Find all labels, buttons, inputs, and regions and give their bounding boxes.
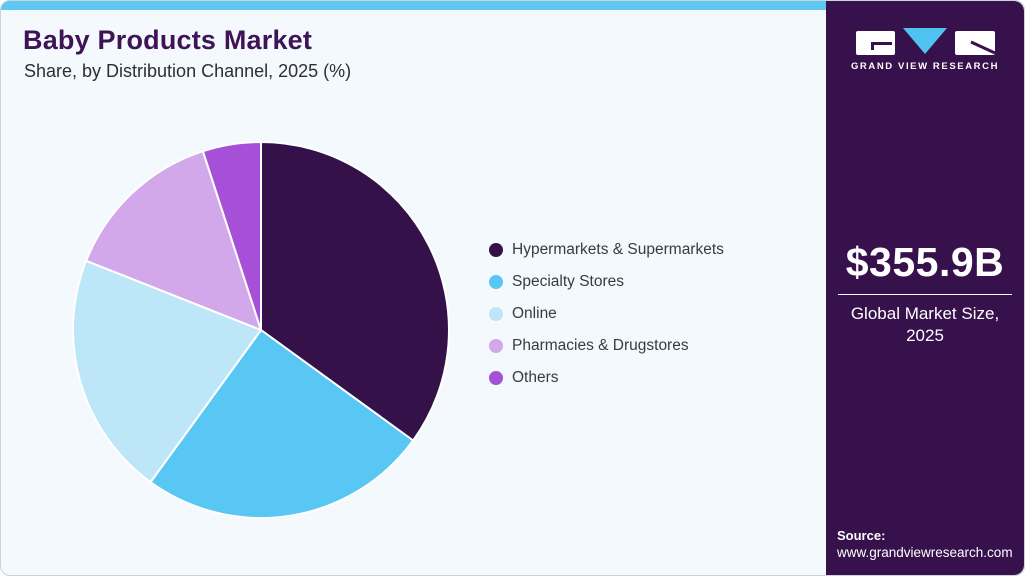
legend-item: Online: [489, 298, 724, 330]
legend-item: Specialty Stores: [489, 266, 724, 298]
logo-g-icon: [855, 31, 895, 55]
divider: [838, 294, 1012, 295]
legend-item: Others: [489, 362, 724, 394]
top-accent-bar: [1, 1, 827, 10]
pie-slice-4: [201, 141, 262, 331]
sidebar: GRAND VIEW RESEARCH $355.9B Global Marke…: [826, 1, 1024, 575]
market-size-value: $355.9B: [845, 239, 1005, 285]
legend-label: Hypermarkets & Supermarkets: [512, 241, 724, 258]
logo-v-icon: [902, 28, 947, 54]
market-size-block: $355.9B Global Market Size, 2025: [826, 239, 1024, 347]
legend-label: Online: [512, 305, 557, 322]
legend-dot-icon: [489, 307, 503, 321]
brand: GRAND VIEW RESEARCH: [826, 28, 1024, 72]
market-size-label: Global Market Size, 2025: [850, 304, 1000, 346]
pie-slice-2: [72, 259, 262, 484]
legend-item: Pharmacies & Drugstores: [489, 330, 724, 362]
legend-dot-icon: [489, 275, 503, 289]
page-title: Baby Products Market: [23, 25, 313, 55]
page-subtitle: Share, by Distribution Channel, 2025 (%): [24, 61, 352, 81]
pie-slice-0: [260, 141, 450, 442]
legend-item: Hypermarkets & Supermarkets: [489, 234, 724, 266]
legend: Hypermarkets & Supermarkets Specialty Sto…: [489, 234, 724, 394]
pie-chart: [72, 141, 450, 519]
brand-name: GRAND VIEW RESEARCH: [850, 61, 1000, 72]
source-block: Source: www.grandviewresearch.com: [837, 528, 1013, 560]
pie-slice-1: [149, 329, 415, 519]
source-label: Source:: [837, 528, 886, 543]
legend-label: Others: [512, 369, 559, 386]
legend-dot-icon: [489, 371, 503, 385]
legend-dot-icon: [489, 339, 503, 353]
logo-r-icon: [954, 31, 995, 55]
legend-label: Specialty Stores: [512, 273, 624, 290]
legend-dot-icon: [489, 243, 503, 257]
brand-logo: [826, 28, 1024, 55]
source-url[interactable]: www.grandviewresearch.com: [837, 545, 1013, 560]
legend-label: Pharmacies & Drugstores: [512, 337, 689, 354]
